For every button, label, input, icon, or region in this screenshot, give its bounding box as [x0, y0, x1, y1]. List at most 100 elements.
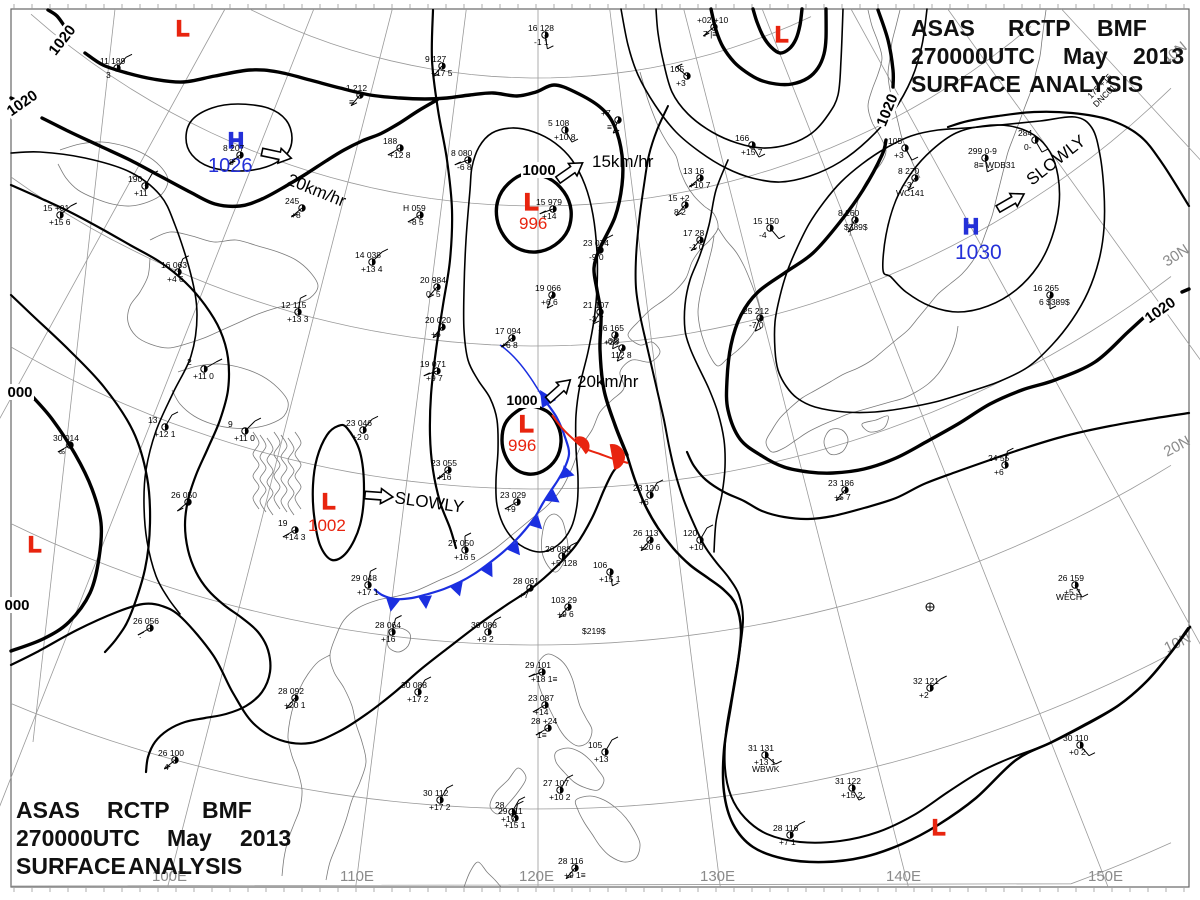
svg-text:29 101: 29 101	[525, 660, 551, 670]
svg-text:+9: +9	[506, 504, 516, 514]
svg-text:+16: +16	[381, 634, 396, 644]
svg-text:+2 0: +2 0	[352, 432, 369, 442]
svg-text:12 115: 12 115	[281, 300, 307, 310]
svg-text:WBWK: WBWK	[752, 764, 780, 774]
svg-text:+17 5: +17 5	[431, 68, 453, 78]
svg-text:188: 188	[383, 136, 397, 146]
svg-text:+15 2: +15 2	[841, 790, 863, 800]
svg-text:H: H	[228, 128, 244, 153]
svg-text:+17 2: +17 2	[407, 694, 429, 704]
svg-text:28 061: 28 061	[513, 576, 539, 586]
svg-text:14 038: 14 038	[355, 250, 381, 260]
svg-text:+5 3: +5 3	[1064, 587, 1081, 597]
svg-text:103 29: 103 29	[551, 595, 577, 605]
svg-text:+10 8: +10 8	[554, 132, 576, 142]
svg-text:8 207: 8 207	[223, 143, 245, 153]
svg-text:120: 120	[683, 528, 697, 538]
svg-text:L: L	[524, 189, 539, 216]
svg-text:106: 106	[593, 560, 607, 570]
svg-text:∞: ∞	[59, 447, 65, 457]
svg-text:996: 996	[508, 436, 536, 455]
svg-text:17 28: 17 28	[683, 228, 705, 238]
svg-text:16 128: 16 128	[528, 23, 554, 33]
svg-text:25 212: 25 212	[743, 306, 769, 316]
svg-text:28 +24: 28 +24	[531, 716, 558, 726]
svg-text:0- 5: 0- 5	[426, 289, 441, 299]
svg-text:+17 2: +17 2	[429, 802, 451, 812]
svg-text:+6: +6	[994, 467, 1004, 477]
svg-text:16 265: 16 265	[1033, 283, 1059, 293]
svg-text:+18 1≡: +18 1≡	[531, 674, 558, 684]
svg-text:28 064: 28 064	[375, 620, 401, 630]
svg-text:-7 0: -7 0	[749, 320, 764, 330]
svg-text:L: L	[28, 532, 41, 557]
svg-text:-6 8: -6 8	[605, 336, 620, 346]
svg-text:+13 3: +13 3	[287, 314, 309, 324]
svg-text:+9 6: +9 6	[557, 609, 574, 619]
svg-text:9: 9	[228, 419, 233, 429]
svg-text:+10 7: +10 7	[689, 180, 711, 190]
svg-text:29 111: 29 111	[498, 806, 523, 816]
svg-text:15 979: 15 979	[536, 197, 562, 207]
svg-text:1≡: 1≡	[537, 730, 547, 740]
svg-text:26 159: 26 159	[1058, 573, 1084, 583]
svg-text:26 100: 26 100	[158, 748, 184, 758]
svg-text:+15 6: +15 6	[49, 217, 71, 227]
svg-text:31 131: 31 131	[748, 743, 774, 753]
svg-text:30 014: 30 014	[53, 433, 79, 443]
svg-text:+15 1: +15 1	[504, 820, 526, 830]
svg-text:+20 1: +20 1	[284, 700, 306, 710]
svg-text:L: L	[176, 16, 189, 41]
svg-text:13 16: 13 16	[683, 166, 705, 176]
svg-text:31 122: 31 122	[835, 776, 861, 786]
svg-text:L: L	[932, 815, 945, 840]
svg-text:+13 1: +13 1	[754, 757, 776, 767]
svg-text:+6 6: +6 6	[541, 297, 558, 307]
svg-text:23 186: 23 186	[828, 478, 854, 488]
svg-text:32 121: 32 121	[913, 676, 939, 686]
svg-text:1030: 1030	[955, 241, 1002, 264]
svg-text:+6 8: +6 8	[501, 340, 518, 350]
svg-text:+7 1: +7 1	[779, 837, 796, 847]
svg-text:+7: +7	[519, 590, 529, 600]
svg-text:SURFACEANALYSIS: SURFACEANALYSIS	[16, 853, 242, 879]
svg-text:8 2: 8 2	[674, 207, 686, 217]
svg-text:110E: 110E	[340, 868, 374, 885]
svg-text:8 080: 8 080	[451, 148, 473, 158]
svg-text:+17: +17	[501, 814, 516, 824]
svg-text:-3 7: -3 7	[589, 314, 604, 324]
svg-text:27 107: 27 107	[543, 778, 569, 788]
svg-text:+17 1: +17 1	[357, 587, 379, 597]
svg-text:-6 8: -6 8	[457, 162, 472, 172]
svg-text:150E: 150E	[1088, 868, 1123, 885]
svg-text:15 150: 15 150	[753, 216, 779, 226]
svg-text:100E: 100E	[152, 868, 187, 885]
svg-text:≡: ≡	[607, 122, 612, 132]
svg-text:140E: 140E	[886, 868, 921, 885]
svg-text:≡: ≡	[349, 97, 354, 107]
svg-text:19 066: 19 066	[535, 283, 561, 293]
svg-text:20km/hr: 20km/hr	[577, 372, 639, 391]
svg-text:-3: -3	[904, 180, 912, 190]
svg-text:-8 5: -8 5	[409, 217, 424, 227]
svg-text:30 112: 30 112	[423, 788, 449, 798]
svg-text:105: 105	[670, 64, 684, 74]
svg-text:13: 13	[148, 415, 158, 425]
svg-text:+10 2: +10 2	[549, 792, 571, 802]
svg-text:29 048: 29 048	[351, 573, 377, 583]
svg-text:-1 212: -1 212	[343, 83, 367, 93]
svg-text:21 107: 21 107	[583, 300, 609, 310]
svg-text:2: 2	[187, 357, 192, 367]
svg-text:28 116: 28 116	[558, 856, 584, 866]
svg-text:23 029: 23 029	[500, 490, 526, 500]
svg-text:5 108: 5 108	[548, 118, 570, 128]
svg-text:+16: +16	[437, 472, 452, 482]
svg-text:23 046: 23 046	[346, 418, 372, 428]
svg-text:8 270: 8 270	[898, 166, 920, 176]
svg-text:20 020: 20 020	[425, 315, 451, 325]
svg-text:H 059: H 059	[403, 203, 426, 213]
svg-text:23 087: 23 087	[528, 693, 554, 703]
svg-text:+28: +28	[604, 337, 619, 347]
svg-text:+7: +7	[601, 108, 611, 118]
